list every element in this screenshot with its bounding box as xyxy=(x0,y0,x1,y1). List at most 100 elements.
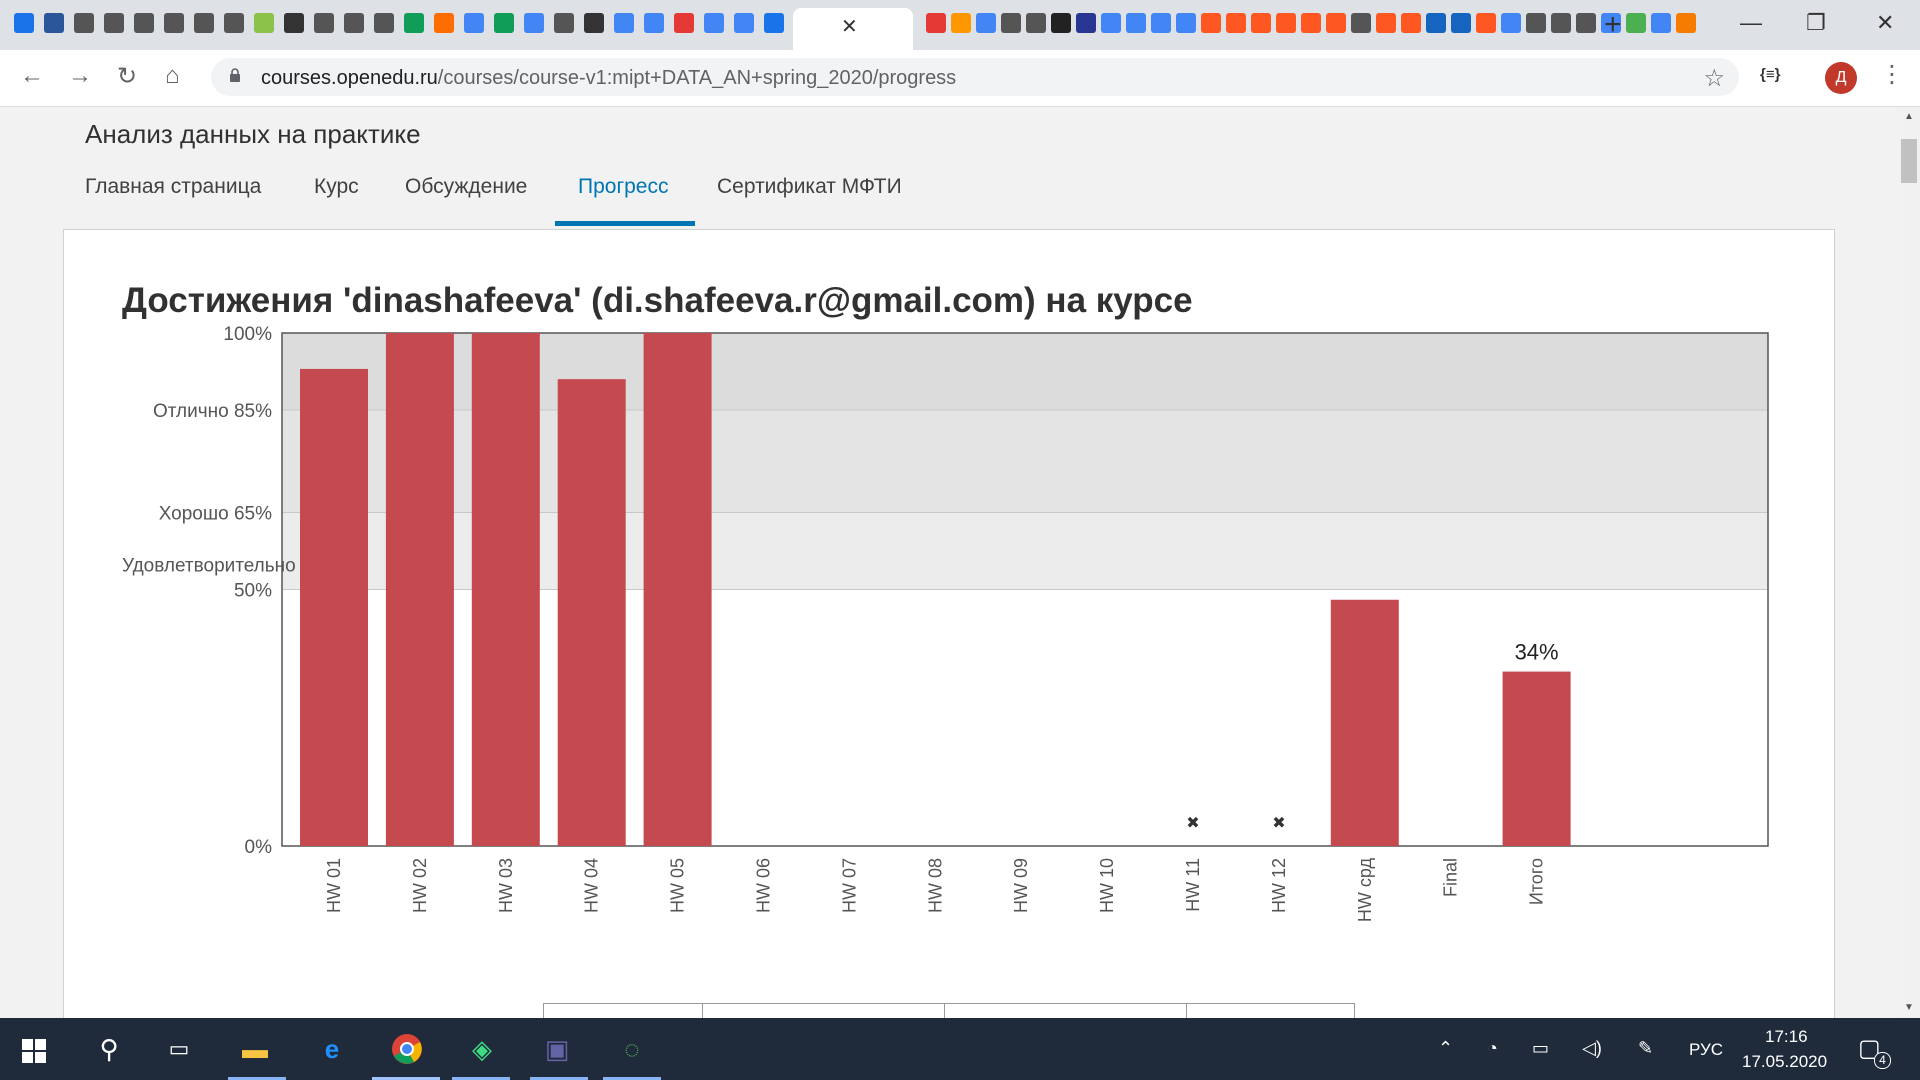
tab-favicon-icon[interactable] xyxy=(1226,13,1246,33)
tab-favicon-icon[interactable] xyxy=(1251,13,1271,33)
page-scrollbar[interactable]: ▲ ▼ xyxy=(1898,107,1920,1018)
tab-favicon-icon[interactable] xyxy=(1676,13,1696,33)
tab-favicon-icon[interactable] xyxy=(1451,13,1471,33)
tab-favicon-icon[interactable] xyxy=(1101,13,1121,33)
tab-favicon-icon[interactable] xyxy=(734,13,754,33)
tab-progress[interactable]: Прогресс xyxy=(578,175,669,198)
new-tab-icon[interactable]: + xyxy=(1604,8,1622,41)
close-window-icon[interactable]: ✕ xyxy=(1876,10,1895,35)
forward-icon[interactable]: → xyxy=(68,62,92,89)
tab-favicon-icon[interactable] xyxy=(926,13,946,33)
scroll-thumb[interactable] xyxy=(1901,139,1917,183)
clock-date[interactable]: 17.05.2020 xyxy=(1742,1052,1828,1071)
tab-favicon-icon[interactable] xyxy=(74,13,94,33)
tab-favicon-icon[interactable] xyxy=(1426,13,1446,33)
tab-favicon-icon[interactable] xyxy=(1501,13,1521,33)
pen-icon[interactable]: ✎ xyxy=(1638,1038,1654,1058)
restore-icon[interactable]: ❐ xyxy=(1806,10,1826,35)
home-icon[interactable]: ⌂ xyxy=(165,62,180,89)
tab-favicon-icon[interactable] xyxy=(1351,13,1371,33)
tab-favicon-icon[interactable] xyxy=(1126,13,1146,33)
tab-favicon-icon[interactable] xyxy=(164,13,184,33)
wifi-icon[interactable]: ◔ xyxy=(1487,1038,1498,1058)
file-explorer-icon[interactable]: ▬ xyxy=(242,1034,268,1064)
tab-favicon-icon[interactable] xyxy=(1326,13,1346,33)
android-studio-icon[interactable]: ◈ xyxy=(472,1034,492,1064)
tab-favicon-icon[interactable] xyxy=(976,13,996,33)
tab-favicon-icon[interactable] xyxy=(704,13,724,33)
profile-avatar[interactable]: Д xyxy=(1825,62,1857,94)
tab-home[interactable]: Главная страница xyxy=(85,175,262,198)
tab-favicon-icon[interactable] xyxy=(1051,13,1071,33)
tab-favicon-icon[interactable] xyxy=(1651,13,1671,33)
tab-favicon-icon[interactable] xyxy=(194,13,214,33)
search-icon[interactable]: ⚲ xyxy=(99,1034,119,1064)
url-text[interactable]: courses.openedu.ru/courses/course-v1:mip… xyxy=(261,67,956,90)
app-ring-icon[interactable]: ◌ xyxy=(624,1034,640,1064)
tab-favicon-icon[interactable] xyxy=(14,13,34,33)
tab-course[interactable]: Курс xyxy=(314,175,359,198)
tab-favicon-icon[interactable] xyxy=(524,13,544,33)
tab-favicon-icon[interactable] xyxy=(1201,13,1221,33)
task-view-icon[interactable]: ▭ xyxy=(168,1036,190,1061)
tab-favicon-icon[interactable] xyxy=(1626,13,1646,33)
tab-favicon-icon[interactable] xyxy=(1176,13,1196,33)
tab-favicon-icon[interactable] xyxy=(134,13,154,33)
language-indicator[interactable]: РУС xyxy=(1689,1040,1724,1059)
minimize-icon[interactable]: — xyxy=(1740,10,1762,35)
bookmark-star-icon[interactable]: ☆ xyxy=(1703,65,1725,92)
tab-favicon-icon[interactable] xyxy=(584,13,604,33)
chevron-up-icon[interactable]: ⌃ xyxy=(1438,1038,1454,1058)
chrome-icon[interactable] xyxy=(390,1032,424,1066)
tab-favicon-icon[interactable] xyxy=(644,13,664,33)
tab-favicon-icon[interactable] xyxy=(224,13,244,33)
tab-favicon-icon[interactable] xyxy=(764,13,784,33)
teams-icon[interactable]: ▣ xyxy=(544,1034,570,1064)
tab-favicon-icon[interactable] xyxy=(1401,13,1421,33)
tab-favicon-icon[interactable] xyxy=(44,13,64,33)
tab-favicon-icon[interactable] xyxy=(404,13,424,33)
tab-favicon-icon[interactable] xyxy=(1376,13,1396,33)
scroll-down-icon[interactable]: ▼ xyxy=(1904,1002,1914,1013)
tab-favicon-icon[interactable] xyxy=(1576,13,1596,33)
address-bar[interactable]: courses.openedu.ru/courses/course-v1:mip… xyxy=(211,58,1739,96)
tab-favicon-icon[interactable] xyxy=(1276,13,1296,33)
tab-favicon-icon[interactable] xyxy=(1476,13,1496,33)
tab-favicon-icon[interactable] xyxy=(284,13,304,33)
browser-menu-icon[interactable]: ⋮ xyxy=(1880,61,1904,88)
tab-favicon-icon[interactable] xyxy=(1526,13,1546,33)
tab-favicon-icon[interactable] xyxy=(614,13,634,33)
tab-favicon-icon[interactable] xyxy=(1001,13,1021,33)
clock-time[interactable]: 17:16 xyxy=(1765,1027,1808,1046)
tab-favicon-icon[interactable] xyxy=(104,13,124,33)
tab-favicon-icon[interactable] xyxy=(554,13,574,33)
close-tab-icon[interactable]: ✕ xyxy=(841,16,858,38)
tab-favicon-icon[interactable] xyxy=(344,13,364,33)
tab-favicon-icon[interactable] xyxy=(254,13,274,33)
active-tab[interactable]: ✕ xyxy=(793,8,913,50)
tab-favicon-icon[interactable] xyxy=(1151,13,1171,33)
tab-favicon-icon[interactable] xyxy=(374,13,394,33)
chart-bar xyxy=(643,333,712,846)
volume-icon[interactable]: ◁) xyxy=(1582,1038,1602,1058)
tab-favicon-icon[interactable] xyxy=(314,13,334,33)
windows-start-icon[interactable] xyxy=(22,1039,46,1063)
tab-favicon-icon[interactable] xyxy=(1026,13,1046,33)
tab-favicon-icon[interactable] xyxy=(951,13,971,33)
extension-icon[interactable]: {≡} xyxy=(1760,66,1781,83)
tab-favicon-icon[interactable] xyxy=(1601,13,1621,33)
back-icon[interactable]: ← xyxy=(20,62,44,89)
tab-discussion[interactable]: Обсуждение xyxy=(405,175,528,198)
battery-icon[interactable]: ▭ xyxy=(1532,1038,1550,1058)
tab-favicon-icon[interactable] xyxy=(674,13,694,33)
scroll-up-icon[interactable]: ▲ xyxy=(1904,111,1914,122)
tab-favicon-icon[interactable] xyxy=(1301,13,1321,33)
tab-favicon-icon[interactable] xyxy=(494,13,514,33)
edge-icon[interactable]: e xyxy=(324,1034,340,1064)
reload-icon[interactable]: ↻ xyxy=(117,63,138,90)
tab-certificate[interactable]: Сертификат МФТИ xyxy=(717,175,902,198)
tab-favicon-icon[interactable] xyxy=(1551,13,1571,33)
tab-favicon-icon[interactable] xyxy=(1076,13,1096,33)
tab-favicon-icon[interactable] xyxy=(434,13,454,33)
tab-favicon-icon[interactable] xyxy=(464,13,484,33)
